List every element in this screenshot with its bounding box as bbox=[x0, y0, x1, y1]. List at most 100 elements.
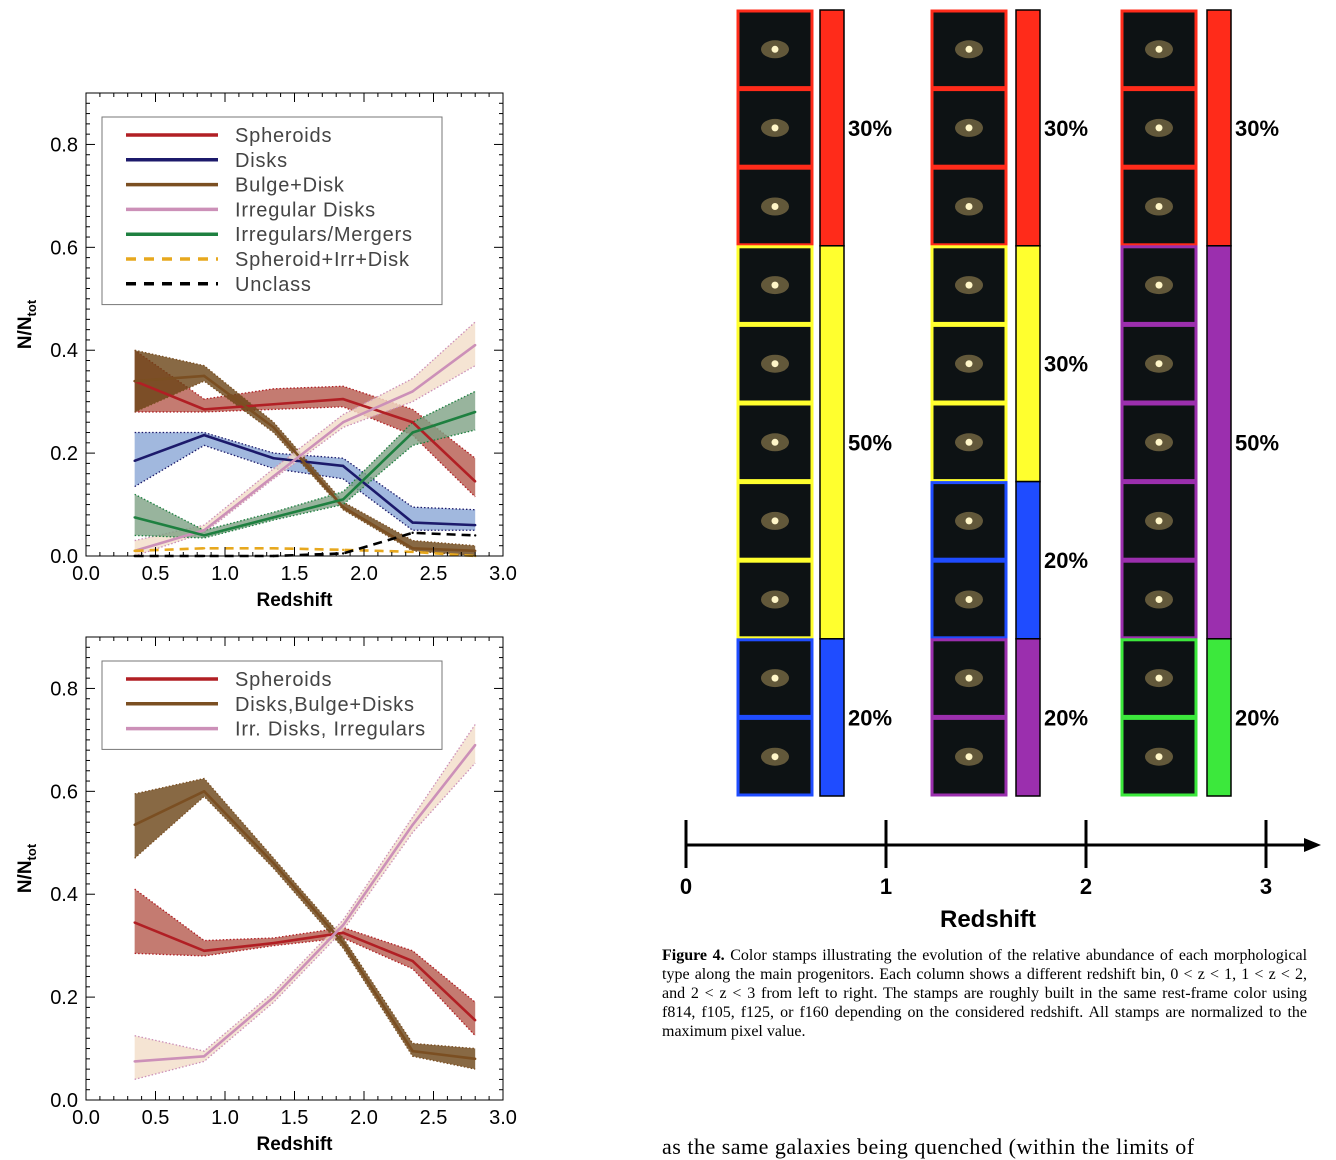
galaxy-stamp bbox=[1120, 481, 1198, 561]
fraction-label-1-1: 30% bbox=[1044, 352, 1088, 377]
data-point bbox=[474, 480, 477, 483]
band-0 bbox=[134, 350, 476, 497]
galaxy-stamp bbox=[930, 245, 1008, 325]
data-point bbox=[133, 516, 136, 519]
legend-label-2: Bulge+Disk bbox=[235, 175, 345, 197]
y-axis-label-sub: tot bbox=[24, 299, 39, 316]
galaxy-core bbox=[1155, 360, 1163, 368]
data-point bbox=[202, 949, 206, 953]
legend-label-5: Spheroid+Irr+Disk bbox=[235, 249, 410, 271]
data-point bbox=[202, 374, 206, 378]
fraction-label-2-2: 20% bbox=[1235, 705, 1279, 730]
galaxy-stamp bbox=[930, 559, 1008, 640]
galaxy-stamp bbox=[736, 88, 814, 168]
data-point bbox=[474, 523, 477, 527]
stamp-frame bbox=[1120, 245, 1198, 325]
data-point bbox=[341, 548, 345, 552]
data-point bbox=[202, 547, 206, 550]
data-point bbox=[474, 534, 477, 537]
redshift-axis-tick-label: 0 bbox=[680, 874, 692, 899]
legend-label-0: Spheroids bbox=[235, 125, 332, 147]
x-axis-label: Redshift bbox=[257, 590, 334, 611]
y-tick-label: 0.8 bbox=[50, 678, 78, 700]
data-point bbox=[474, 1057, 477, 1061]
galaxy-core bbox=[965, 674, 973, 682]
caption-lead: Figure 4. bbox=[662, 947, 725, 964]
x-tick-label: 3.0 bbox=[489, 563, 517, 585]
x-tick-label: 2.0 bbox=[350, 563, 378, 585]
galaxy-core bbox=[771, 124, 779, 132]
y-tick-label: 0.2 bbox=[50, 987, 78, 1009]
y-axis-label-sub: tot bbox=[24, 843, 39, 860]
galaxy-stamp bbox=[1120, 402, 1198, 483]
y-axis-label: N/Ntot bbox=[15, 843, 39, 893]
data-point bbox=[133, 1060, 136, 1063]
x-tick-label: 2.0 bbox=[350, 1107, 378, 1129]
galaxy-core bbox=[771, 674, 779, 682]
redshift-axis-tick-label: 3 bbox=[1260, 874, 1272, 899]
band-lower-1 bbox=[134, 444, 476, 531]
galaxy-core bbox=[771, 360, 779, 368]
galaxy-core bbox=[965, 438, 973, 446]
x-tick-label: 0.0 bbox=[72, 1107, 100, 1129]
galaxy-core bbox=[771, 281, 779, 289]
fraction-label-1-0: 30% bbox=[1044, 116, 1088, 141]
y-tick-label: 0.0 bbox=[50, 1090, 78, 1112]
galaxy-core bbox=[1155, 281, 1163, 289]
data-point bbox=[133, 379, 136, 383]
galaxy-stamp bbox=[930, 402, 1008, 483]
band-lower-3 bbox=[134, 365, 476, 557]
fraction-bar-0-1 bbox=[819, 245, 845, 640]
data-point bbox=[411, 431, 414, 434]
legend-label-2: Irr. Disks, Irregulars bbox=[235, 719, 426, 741]
fraction-label-0-1: 50% bbox=[848, 430, 892, 455]
series-line-0 bbox=[134, 379, 477, 483]
galaxy-stamp bbox=[736, 402, 814, 483]
data-point bbox=[202, 529, 206, 532]
fraction-bar-1-0 bbox=[1015, 9, 1041, 247]
galaxy-core bbox=[965, 124, 973, 132]
data-point bbox=[341, 931, 345, 935]
galaxy-core bbox=[771, 203, 779, 210]
fraction-bar-1-2 bbox=[1015, 480, 1041, 640]
y-tick-label: 0.6 bbox=[50, 781, 78, 803]
series-line-4 bbox=[134, 410, 476, 537]
galaxy-stamp bbox=[930, 716, 1008, 797]
galaxy-core bbox=[965, 753, 973, 761]
galaxy-core bbox=[965, 281, 973, 289]
data-point bbox=[411, 390, 414, 393]
galaxy-core bbox=[1155, 674, 1163, 682]
y-tick-label: 0.2 bbox=[50, 443, 78, 465]
series-line-1 bbox=[134, 790, 476, 1061]
band-upper-0 bbox=[134, 349, 476, 459]
fraction-label-0-0: 30% bbox=[848, 116, 892, 141]
x-tick-label: 0.0 bbox=[72, 563, 100, 585]
galaxy-core bbox=[1155, 753, 1163, 761]
galaxy-stamp bbox=[930, 166, 1008, 247]
galaxy-core bbox=[965, 360, 973, 368]
figure4-stamps: 30% 50% 20% 30% 30% 20% 20% 30% 50% 20% 0 1 2 3 Redshi… bbox=[680, 9, 1321, 933]
data-point bbox=[272, 457, 275, 460]
data-point bbox=[202, 1055, 206, 1058]
galaxy-stamp bbox=[1120, 559, 1198, 640]
fraction-label-2-1: 50% bbox=[1235, 430, 1279, 455]
data-point bbox=[341, 923, 345, 927]
fraction-bar-2-0 bbox=[1206, 9, 1232, 247]
galaxy-stamp bbox=[1120, 245, 1198, 325]
galaxy-core bbox=[771, 45, 779, 53]
data-point bbox=[474, 410, 477, 414]
data-point bbox=[272, 547, 275, 550]
galaxy-core bbox=[965, 45, 973, 53]
galaxy-stamp bbox=[736, 559, 814, 640]
galaxy-stamp bbox=[1120, 638, 1198, 718]
data-point bbox=[272, 403, 275, 406]
galaxy-stamp bbox=[1120, 166, 1198, 247]
redshift-axis-label: Redshift bbox=[940, 906, 1036, 933]
data-point bbox=[411, 547, 414, 550]
band-upper-2 bbox=[134, 724, 476, 1052]
chart-top: 0.0 0.5 1.0 1.5 2.0 2.5 3.0 0.0 0.2 0.4 0.6 0.8 Reds… bbox=[15, 92, 517, 611]
redshift-axis-tick-label: 1 bbox=[880, 874, 892, 899]
data-point bbox=[411, 421, 414, 424]
data-point bbox=[341, 505, 345, 509]
band-2 bbox=[134, 350, 476, 556]
